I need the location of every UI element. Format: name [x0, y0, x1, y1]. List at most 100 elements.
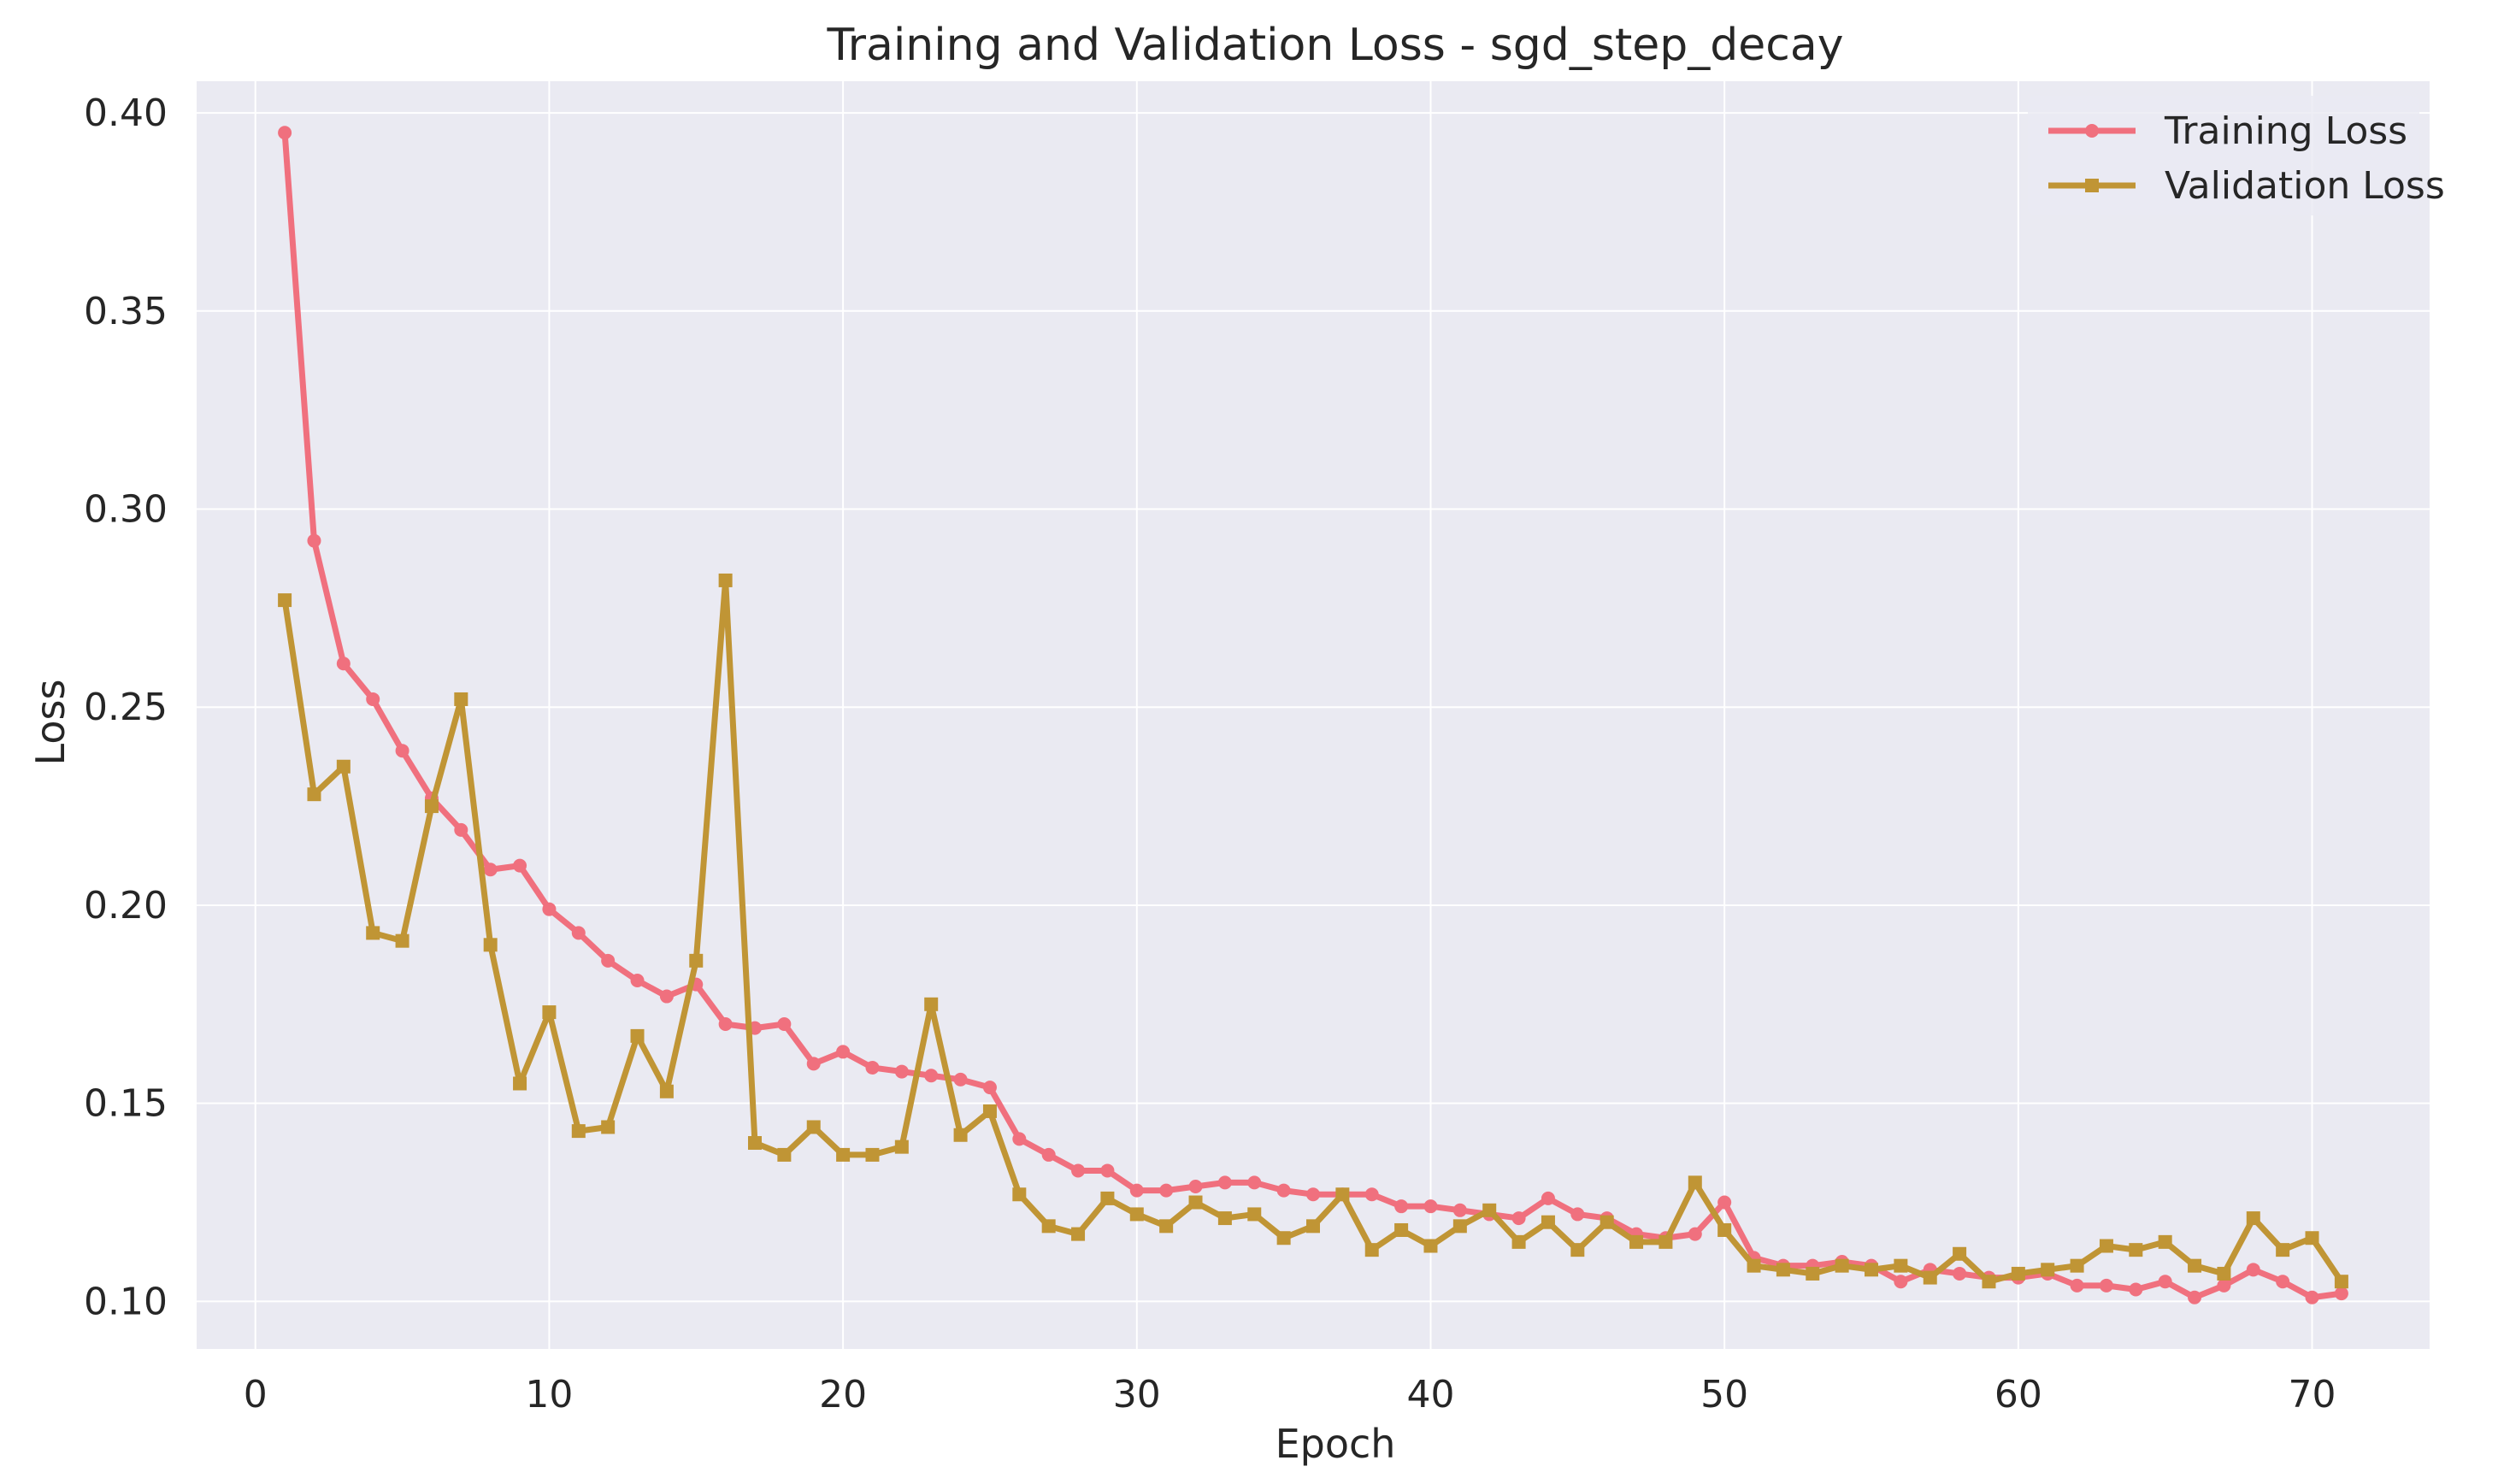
- legend-entry-validation: Validation Loss: [2048, 164, 2445, 208]
- tick-labels: 0 10 20 30 40 50 60 70 0.10 0.15 0.20 0.25 0.30 0.35 0…: [84, 91, 2336, 1416]
- validation-loss-point: [1747, 1258, 1761, 1273]
- validation-loss-point: [2041, 1263, 2055, 1277]
- training-loss-point: [366, 692, 380, 706]
- validation-loss-point: [542, 1005, 557, 1020]
- legend-label-validation: Validation Loss: [2165, 164, 2445, 208]
- training-loss-point: [777, 1016, 792, 1031]
- training-loss-point: [630, 974, 645, 988]
- training-loss-point: [2246, 1263, 2260, 1277]
- validation-loss-point: [1247, 1207, 1262, 1222]
- y-tick-label: 0.10: [84, 1280, 168, 1323]
- validation-loss-point: [1600, 1215, 1614, 1229]
- validation-loss-point: [336, 759, 351, 774]
- training-loss-point: [1953, 1266, 1967, 1281]
- training-loss-point: [2276, 1275, 2290, 1289]
- validation-loss-point: [1276, 1231, 1291, 1246]
- y-tick-label: 0.15: [84, 1082, 168, 1126]
- training-loss-point: [982, 1081, 997, 1095]
- training-loss-point: [1100, 1163, 1115, 1178]
- training-loss-point: [1159, 1183, 1174, 1198]
- y-tick-label: 0.30: [84, 488, 168, 532]
- validation-loss-point: [601, 1120, 616, 1134]
- training-loss-point: [1364, 1187, 1379, 1202]
- validation-loss-point: [1541, 1215, 1555, 1229]
- series-layer: [278, 126, 2348, 1304]
- training-loss-point: [924, 1069, 939, 1083]
- validation-loss-point: [1776, 1263, 1790, 1277]
- legend-swatch-validation-marker: [2085, 179, 2099, 192]
- validation-loss-point: [1100, 1191, 1115, 1205]
- validation-loss-point: [1806, 1266, 1820, 1281]
- training-loss-point: [1423, 1199, 1438, 1214]
- validation-loss-point: [2011, 1266, 2025, 1281]
- validation-loss-point: [2188, 1258, 2202, 1273]
- training-loss-point: [1247, 1175, 1262, 1190]
- validation-loss-point: [1659, 1234, 1673, 1249]
- x-tick-label: 50: [1700, 1373, 1748, 1416]
- validation-loss-point: [2129, 1243, 2143, 1257]
- training-loss-point: [1041, 1147, 1056, 1162]
- validation-loss-point: [366, 926, 380, 940]
- training-loss-point: [2305, 1290, 2319, 1304]
- validation-loss-point: [278, 593, 292, 608]
- validation-loss-point: [1629, 1234, 1644, 1249]
- validation-loss-point: [2334, 1275, 2348, 1289]
- validation-loss-point: [483, 938, 498, 952]
- training-loss-point: [1570, 1207, 1585, 1222]
- training-loss-point: [659, 989, 674, 1004]
- validation-loss-point: [1364, 1243, 1379, 1257]
- validation-loss-point: [307, 787, 321, 802]
- validation-loss-point: [1894, 1258, 1908, 1273]
- x-axis-label: Epoch: [1276, 1421, 1396, 1467]
- validation-loss-point: [1865, 1263, 1878, 1277]
- training-loss-point: [1188, 1179, 1203, 1193]
- legend-swatch-training-marker: [2085, 124, 2099, 138]
- chart-title: Training and Validation Loss - sgd_step_…: [826, 20, 1843, 71]
- validation-loss-point: [689, 953, 704, 968]
- training-loss-point: [395, 744, 409, 758]
- validation-loss-point: [1012, 1187, 1027, 1202]
- training-loss-point: [1717, 1195, 1732, 1210]
- plot-area: [197, 81, 2430, 1349]
- x-tick-label: 0: [244, 1373, 268, 1416]
- validation-loss-point: [1129, 1207, 1144, 1222]
- training-loss-point: [2217, 1278, 2231, 1293]
- y-axis-label: Loss: [27, 680, 74, 766]
- training-loss-point: [1511, 1211, 1526, 1226]
- validation-loss-point: [395, 933, 409, 948]
- validation-loss-point: [1159, 1219, 1174, 1234]
- validation-loss-point: [806, 1120, 821, 1134]
- validation-loss-point: [718, 573, 733, 587]
- training-loss-point: [513, 858, 527, 873]
- x-tick-label: 10: [525, 1373, 573, 1416]
- training-loss-point: [2099, 1278, 2113, 1293]
- validation-loss-point: [894, 1140, 909, 1154]
- validation-loss-point: [1041, 1219, 1056, 1234]
- training-loss-point: [894, 1064, 909, 1079]
- training-loss-point: [1894, 1275, 1908, 1289]
- legend-entry-training: Training Loss: [2048, 109, 2407, 153]
- x-tick-label: 70: [2289, 1373, 2336, 1416]
- y-tick-label: 0.35: [84, 290, 168, 333]
- validation-loss-point: [2276, 1243, 2290, 1257]
- training-loss-point: [1276, 1183, 1291, 1198]
- validation-loss-point: [982, 1104, 997, 1118]
- validation-loss-point: [1688, 1175, 1702, 1190]
- x-tick-label: 40: [1406, 1373, 1454, 1416]
- training-loss-point: [836, 1045, 851, 1059]
- training-loss-point: [278, 126, 292, 140]
- training-loss-point: [1012, 1132, 1027, 1146]
- grid: [197, 81, 2430, 1349]
- training-loss-point: [1129, 1183, 1144, 1198]
- training-loss-point: [1071, 1163, 1086, 1178]
- training-loss-point: [454, 822, 468, 837]
- validation-loss-point: [748, 1136, 762, 1151]
- y-tick-label: 0.20: [84, 884, 168, 928]
- validation-loss-point: [2099, 1239, 2113, 1253]
- training-loss-point: [2070, 1278, 2084, 1293]
- validation-loss-point: [1188, 1195, 1203, 1210]
- validation-loss-point: [1835, 1258, 1849, 1273]
- validation-loss-point: [424, 799, 439, 814]
